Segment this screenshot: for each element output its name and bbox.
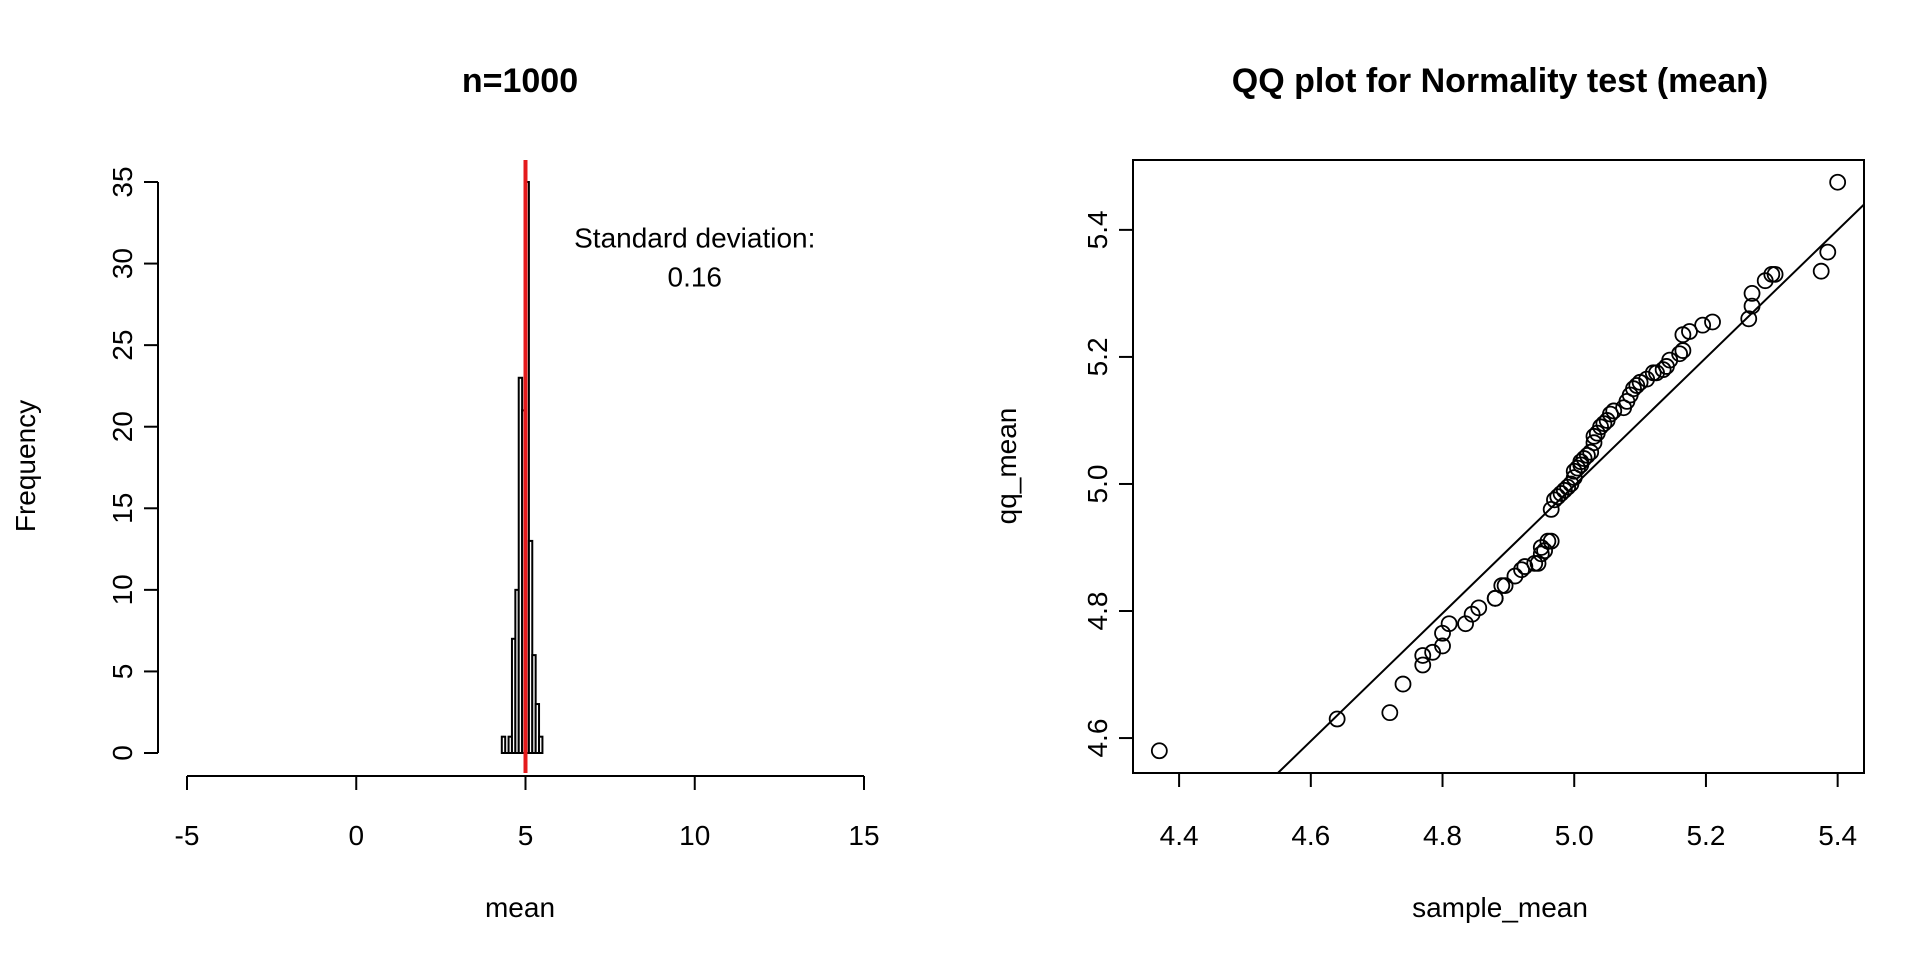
histogram-bar [534,703,541,754]
qq-point [1493,577,1511,595]
histogram-bar [538,735,544,755]
qq-x-tick-label: 4.4 [1160,820,1199,851]
histogram-y-tick-label: 25 [107,330,138,361]
qq-point [1470,599,1488,617]
qq-y-label: qq_mean [991,408,1022,525]
qq-point [1602,405,1619,423]
qq-y-tick-label: 5.4 [1082,210,1113,249]
qq-point [1829,173,1847,191]
histogram-x-tick-label: -5 [175,820,200,851]
qq-y-tick-label: 4.8 [1082,592,1113,631]
qq-point [1681,323,1698,340]
qq-point [1434,637,1451,655]
qq-point [1743,297,1761,315]
qq-title: QQ plot for Normality test (mean) [1232,62,1769,100]
qq-x-tick-label: 5.2 [1686,820,1725,851]
histogram-x-tick-label: 10 [679,820,710,851]
histogram-x-tick-label: 0 [348,820,364,851]
std-annotation-value: 0.16 [668,261,723,292]
histogram-y-tick-label: 10 [107,574,138,605]
qq-point [1394,675,1412,693]
qq-point [1694,316,1712,334]
histogram-title: n=1000 [462,62,578,100]
histogram-y-axis: 0 5 10 15 20 25 30 35 [107,166,159,761]
qq-point [1766,265,1784,283]
histogram-bar [500,735,507,755]
histogram-y-tick-label: 20 [107,411,138,442]
histogram-x-axis: -5 0 5 10 15 [175,775,880,851]
qq-plot-panel: QQ plot for Normality test (mean) sample… [991,62,1865,923]
qq-y-axis: 4.6 4.8 5.0 5.2 5.4 [1082,210,1133,758]
qq-point [1513,561,1530,579]
qq-y-tick-label: 4.6 [1082,719,1113,758]
qq-point [1674,342,1692,359]
qq-point [1812,262,1830,280]
qq-y-tick-label: 5.0 [1082,465,1113,504]
histogram-y-tick-label: 35 [107,166,138,197]
qq-points [1150,173,1847,760]
qq-point [1819,243,1837,261]
qq-point [1328,710,1346,728]
histogram-x-label: mean [485,892,555,923]
histogram-y-tick-label: 5 [107,664,138,680]
qq-x-tick-label: 5.0 [1555,820,1594,851]
qq-point [1704,313,1721,331]
std-annotation-label: Standard deviation: [574,222,815,253]
qq-x-axis: 4.4 4.6 4.8 5.0 5.2 5.4 [1160,773,1857,851]
qq-point [1582,443,1600,461]
histogram-x-tick-label: 5 [518,820,534,851]
qq-point [1585,434,1603,452]
qq-point [1542,532,1560,550]
qq-x-tick-label: 4.6 [1291,820,1330,851]
qq-point [1150,742,1168,760]
histogram-y-tick-label: 0 [107,745,138,761]
qq-plot-frame [1132,159,1865,774]
histogram-bars [500,181,544,755]
qq-point [1740,310,1758,328]
qq-point [1414,647,1432,664]
qq-point [1605,402,1623,420]
qq-x-label: sample_mean [1412,892,1588,923]
qq-point [1516,558,1534,575]
histogram-bar [527,539,534,755]
histogram-y-tick-label: 15 [107,493,138,524]
qq-point [1440,615,1458,633]
qq-point [1671,345,1689,363]
qq-y-tick-label: 5.2 [1082,337,1113,376]
qq-x-tick-label: 5.4 [1818,820,1857,851]
histogram-y-label: Frequency [10,400,41,532]
histogram-x-tick-label: 15 [848,820,879,851]
histogram-y-tick-label: 30 [107,248,138,279]
qq-point [1381,704,1399,722]
qq-point [1496,577,1514,595]
qq-point [1414,656,1432,674]
qq-x-tick-label: 4.8 [1423,820,1462,851]
histogram-panel: n=1000 mean Frequency -5 0 5 10 15 0 5 10 15 20 2… [10,62,880,923]
qq-point [1743,284,1761,302]
